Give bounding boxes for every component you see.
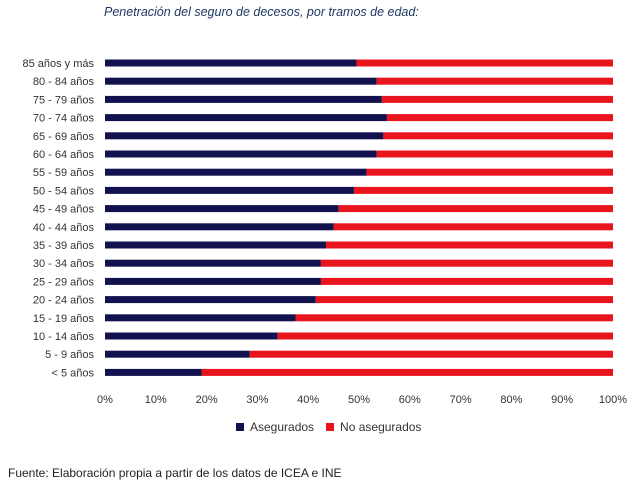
bar-no-asegurados-50-54-a-os xyxy=(353,186,613,194)
bar-asegurados-35-39-a-os xyxy=(105,241,326,249)
bar-no-asegurados-45-49-a-os xyxy=(338,205,613,213)
bar-asegurados-70-74-a-os xyxy=(105,114,387,122)
category-label-40-44-a-os: 40 - 44 años xyxy=(33,222,95,234)
bar-asegurados-25-29-a-os xyxy=(105,277,321,285)
legend-item-asegurados: Asegurados xyxy=(236,420,314,434)
category-label-25-29-a-os: 25 - 29 años xyxy=(33,276,95,288)
bars-layer xyxy=(105,59,613,376)
category-labels: 85 años y más 80 - 84 años 75 - 79 años 70 … xyxy=(22,58,94,379)
bar-no-asegurados-30-34-a-os xyxy=(320,259,613,267)
category-label-80-84-a-os: 80 - 84 años xyxy=(33,76,95,88)
x-tick-label-3: 30% xyxy=(246,394,268,406)
source-note: Fuente: Elaboración propia a partir de l… xyxy=(8,466,342,480)
bar-no-asegurados-5-9-a-os xyxy=(249,350,613,358)
bar-asegurados-30-34-a-os xyxy=(105,259,321,267)
bar-asegurados-65-69-a-os xyxy=(105,132,384,140)
bar-no-asegurados-55-59-a-os xyxy=(366,168,613,176)
bar-asegurados-10-14-a-os xyxy=(105,332,278,340)
x-tick-label-7: 70% xyxy=(450,394,472,406)
legend-swatch-asegurados xyxy=(236,423,244,431)
category-label-5-a-os: < 5 años xyxy=(51,367,94,379)
category-label-85-a-os-y-m-s: 85 años y más xyxy=(22,58,94,70)
bar-no-asegurados-60-64-a-os xyxy=(376,150,613,158)
bar-no-asegurados-35-39-a-os xyxy=(325,241,613,249)
category-label-65-69-a-os: 65 - 69 años xyxy=(33,131,95,143)
bar-no-asegurados-15-19-a-os xyxy=(295,314,613,322)
category-label-30-34-a-os: 30 - 34 años xyxy=(33,258,95,270)
chart-title: Penetración del seguro de decesos, por t… xyxy=(104,5,419,19)
x-tick-label-5: 50% xyxy=(348,394,370,406)
bar-no-asegurados-40-44-a-os xyxy=(333,223,613,231)
bar-asegurados-80-84-a-os xyxy=(105,77,377,85)
bar-asegurados-60-64-a-os xyxy=(105,150,377,158)
bar-asegurados-85-a-os-y-m-s xyxy=(105,59,357,67)
category-label-70-74-a-os: 70 - 74 años xyxy=(33,113,95,125)
x-tick-label-4: 40% xyxy=(297,394,319,406)
category-label-5-9-a-os: 5 - 9 años xyxy=(45,349,94,361)
x-tick-label-1: 10% xyxy=(145,394,167,406)
x-tick-label-10: 100% xyxy=(599,394,627,406)
legend: Asegurados No asegurados xyxy=(236,420,433,434)
x-tick-label-9: 90% xyxy=(551,394,573,406)
bar-no-asegurados-85-a-os-y-m-s xyxy=(356,59,613,67)
legend-label-asegurados: Asegurados xyxy=(250,420,315,434)
bar-asegurados-5-9-a-os xyxy=(105,350,250,358)
bar-no-asegurados-5-a-os xyxy=(201,368,613,376)
bar-asegurados-20-24-a-os xyxy=(105,296,316,304)
bar-no-asegurados-25-29-a-os xyxy=(320,277,613,285)
x-tick-label-0: 0% xyxy=(97,394,113,406)
bar-asegurados-5-a-os xyxy=(105,368,202,376)
bar-asegurados-50-54-a-os xyxy=(105,186,354,194)
category-label-55-59-a-os: 55 - 59 años xyxy=(33,167,95,179)
bar-asegurados-75-79-a-os xyxy=(105,95,382,103)
x-tick-label-8: 80% xyxy=(500,394,522,406)
category-label-10-14-a-os: 10 - 14 años xyxy=(33,331,95,343)
category-label-50-54-a-os: 50 - 54 años xyxy=(33,185,95,197)
bar-asegurados-15-19-a-os xyxy=(105,314,296,322)
legend-swatch-no-asegurados xyxy=(326,423,335,431)
bar-no-asegurados-80-84-a-os xyxy=(376,77,613,85)
bar-no-asegurados-65-69-a-os xyxy=(383,132,613,140)
category-label-75-79-a-os: 75 - 79 años xyxy=(33,94,95,106)
bar-asegurados-40-44-a-os xyxy=(105,223,334,231)
x-tick-label-2: 20% xyxy=(196,394,218,406)
legend-item-no-asegurados: No asegurados xyxy=(326,420,421,434)
bar-no-asegurados-10-14-a-os xyxy=(277,332,613,340)
category-label-15-19-a-os: 15 - 19 años xyxy=(33,313,95,325)
x-tick-label-6: 60% xyxy=(399,394,421,406)
category-label-60-64-a-os: 60 - 64 años xyxy=(33,149,95,161)
category-label-35-39-a-os: 35 - 39 años xyxy=(33,240,95,252)
category-label-45-49-a-os: 45 - 49 años xyxy=(33,204,95,216)
bar-no-asegurados-20-24-a-os xyxy=(315,296,613,304)
bar-chart: 85 años y más 80 - 84 años 75 - 79 años 70 … xyxy=(22,58,627,406)
x-axis: 0% 10% 20% 30% 40% 50% 60% 70% 80% 90% 100% xyxy=(97,394,627,406)
category-label-20-24-a-os: 20 - 24 años xyxy=(33,295,95,307)
bar-no-asegurados-75-79-a-os xyxy=(381,95,613,103)
bar-asegurados-55-59-a-os xyxy=(105,168,367,176)
legend-label-no-asegurados: No asegurados xyxy=(340,420,422,434)
bar-no-asegurados-70-74-a-os xyxy=(386,114,613,122)
bar-asegurados-45-49-a-os xyxy=(105,205,339,213)
